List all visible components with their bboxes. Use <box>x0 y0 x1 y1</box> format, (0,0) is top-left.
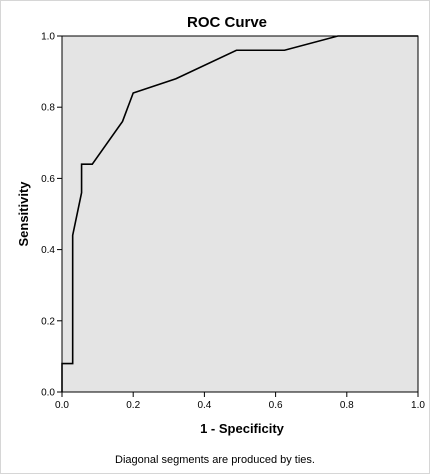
y-tick-label: 0.8 <box>41 103 55 114</box>
y-axis-ticks: 0.0 0.2 0.4 0.6 0.8 1.0 <box>41 32 62 399</box>
x-tick-label: 0.0 <box>55 400 69 411</box>
x-tick-label: 0.8 <box>340 400 354 411</box>
y-tick-label: 0.6 <box>41 174 55 185</box>
y-tick-label: 0.4 <box>41 245 55 256</box>
y-tick-label: 0.2 <box>41 316 55 327</box>
x-tick-label: 0.4 <box>197 400 211 411</box>
chart-footnote: Diagonal segments are produced by ties. <box>115 454 315 466</box>
x-axis-ticks: 0.0 0.2 0.4 0.6 0.8 1.0 <box>55 392 425 411</box>
x-axis-title: 1 - Specificity <box>200 421 285 436</box>
x-tick-label: 1.0 <box>411 400 425 411</box>
x-tick-label: 0.2 <box>126 400 140 411</box>
roc-curve-line <box>61 35 418 392</box>
chart-title: ROC Curve <box>187 14 267 31</box>
y-axis-title: Sensitivity <box>16 181 31 247</box>
y-tick-label: 1.0 <box>41 32 55 43</box>
plot-area <box>61 35 419 393</box>
x-tick-label: 0.6 <box>269 400 283 411</box>
y-tick-label: 0.0 <box>41 388 55 399</box>
